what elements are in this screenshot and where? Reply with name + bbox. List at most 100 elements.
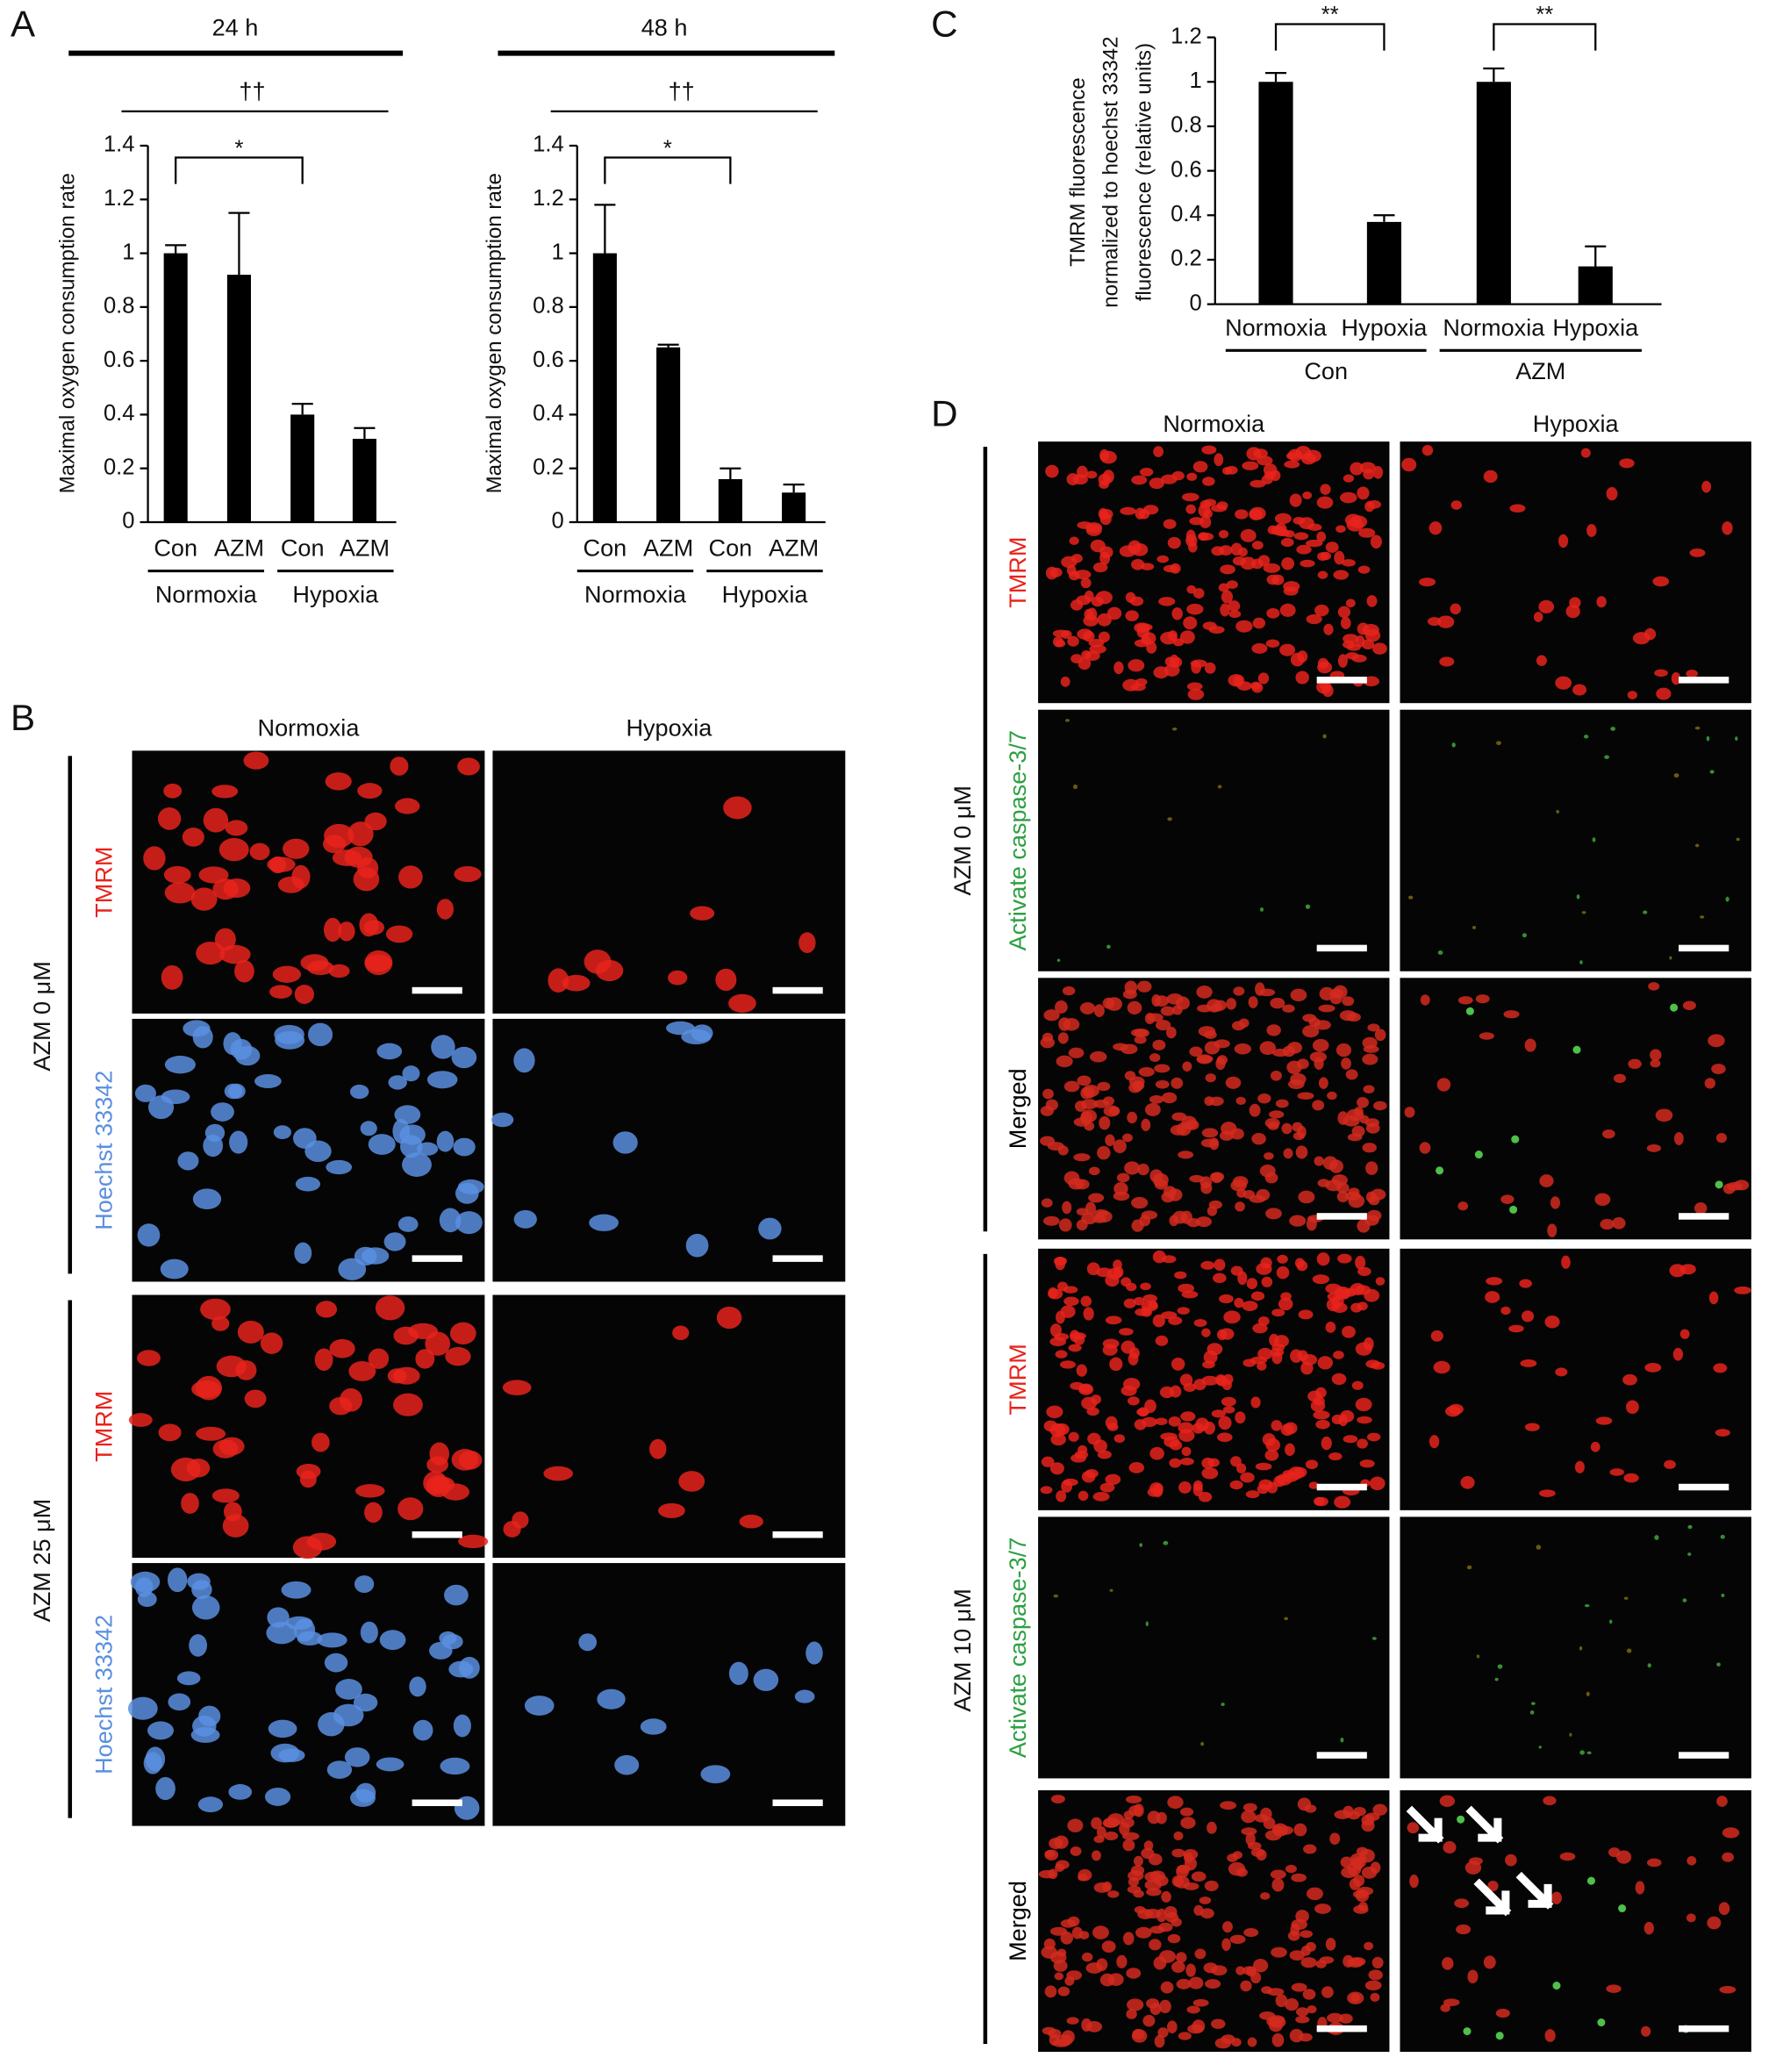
bar: [1258, 82, 1293, 305]
cell: [1171, 727, 1178, 731]
cell: [1374, 1029, 1386, 1042]
cell: [1069, 536, 1079, 546]
cell: [1144, 1871, 1162, 1882]
cell: [212, 1439, 239, 1459]
cell: [1284, 530, 1295, 538]
cell: [1355, 635, 1365, 648]
micrograph: [1400, 1516, 1751, 1779]
cell: [1337, 606, 1351, 619]
micrograph: [1400, 441, 1751, 704]
x-tick-label: AZM: [643, 534, 693, 562]
cell: [1146, 641, 1157, 654]
cell: [1237, 1271, 1248, 1286]
cell: [715, 968, 737, 992]
micrograph: [132, 1563, 485, 1826]
cell: [1366, 1209, 1382, 1222]
cell: [1167, 2020, 1178, 2033]
cell: [1579, 960, 1583, 964]
y-tick-label: 1.2: [1171, 24, 1202, 48]
cell: [1556, 809, 1560, 814]
cell: [457, 1179, 484, 1194]
cell: [1197, 1004, 1213, 1013]
group-label: Hypoxia: [722, 580, 809, 607]
row-label: TMRM: [1004, 537, 1031, 608]
cell: [1256, 1188, 1271, 1201]
cell: [1204, 662, 1216, 674]
cell: [1068, 1431, 1079, 1442]
cell: [1245, 1832, 1256, 1846]
cell: [1372, 465, 1384, 479]
cell: [1222, 1921, 1233, 1933]
significance-label: **: [1321, 3, 1339, 27]
cell: [1122, 989, 1137, 1000]
cell: [1329, 993, 1343, 1005]
cell: [1185, 1963, 1196, 1977]
cell: [1626, 1400, 1639, 1415]
cell: [1305, 904, 1311, 909]
cell: [1296, 544, 1312, 555]
cell: [1230, 1128, 1244, 1140]
cell: [1270, 997, 1285, 1009]
cell: [1085, 524, 1102, 536]
cell: [1083, 1307, 1094, 1321]
cell: [183, 1020, 211, 1037]
y-tick-label: 0: [1189, 290, 1201, 315]
bar: [226, 275, 251, 522]
cell: [1044, 1985, 1057, 1998]
cell: [1290, 1923, 1300, 1937]
cell: [1734, 1286, 1751, 1294]
cell: [1058, 1218, 1072, 1232]
cell: [1373, 1101, 1387, 1111]
cell: [1245, 1490, 1260, 1499]
cell: [1321, 1986, 1334, 1998]
cell: [1141, 1847, 1155, 1859]
cell: [1202, 477, 1215, 486]
cell: [1664, 1459, 1676, 1469]
cell: [1673, 773, 1679, 778]
cell: [1043, 1420, 1058, 1432]
cell: [1287, 1042, 1303, 1054]
column-header: Hypoxia: [1533, 410, 1620, 437]
cell: [1317, 1179, 1330, 1187]
cell: [1060, 1919, 1077, 1928]
cell: [254, 1074, 282, 1088]
cell: [1089, 644, 1106, 654]
cell: [612, 1131, 638, 1154]
cell: [1234, 1297, 1244, 1308]
micrograph: [492, 1563, 846, 1826]
cell: [1102, 1882, 1113, 1892]
cell: [1049, 1462, 1064, 1475]
cell: [1048, 1868, 1058, 1880]
cell: [1293, 1823, 1307, 1837]
cell: [1315, 1960, 1327, 1968]
cell: [1096, 1210, 1113, 1222]
cell: [1372, 1803, 1388, 1816]
cell: [1121, 1133, 1133, 1143]
cell: [1171, 656, 1183, 668]
cell: [338, 921, 355, 942]
cell: [1222, 1406, 1235, 1414]
cell: [1076, 1364, 1087, 1377]
cell: [1299, 517, 1314, 530]
cell: [1085, 470, 1098, 479]
cell: [1485, 1291, 1500, 1303]
cell: [1722, 1827, 1740, 1839]
scale-bar: [1679, 1483, 1729, 1491]
cell: [1235, 509, 1249, 520]
cell: [1052, 2039, 1070, 2047]
cell: [1216, 1329, 1228, 1341]
cell: [1259, 1041, 1277, 1055]
cell: [614, 1754, 640, 1775]
cell: [1613, 1073, 1627, 1084]
cell: [1285, 452, 1299, 460]
cell: [1345, 1069, 1358, 1080]
column-header: Normoxia: [258, 713, 361, 741]
cell: [1070, 1381, 1085, 1390]
cell: [1235, 1201, 1245, 1212]
cell: [1318, 1077, 1328, 1089]
cell: [1325, 1321, 1336, 1333]
cell: [137, 1591, 157, 1608]
cell: [1210, 1172, 1225, 1182]
cell: [191, 1580, 212, 1600]
cell: [1338, 1414, 1349, 1427]
